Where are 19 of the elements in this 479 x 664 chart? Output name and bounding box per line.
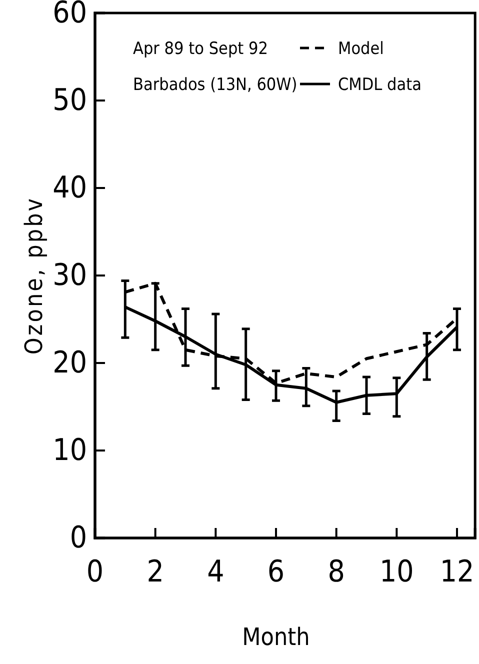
x-tick-label: 8 [328,554,345,590]
y-tick-label: 0 [70,520,87,556]
y-axis-title: Ozone, ppbv [20,196,48,355]
x-tick-label: 2 [146,554,164,590]
legend-label: CMDL data [338,75,422,95]
x-tick-label: 10 [379,554,414,590]
y-tick-label: 60 [52,0,87,31]
x-tick-label: 12 [440,554,474,590]
x-tick-label: 6 [267,554,285,590]
x-axis-title: Month [242,623,310,651]
y-tick-label: 20 [52,346,87,381]
y-tick-label: 10 [52,433,87,468]
y-tick-label: 40 [52,170,87,206]
y-tick-label: 50 [52,83,87,118]
annotation: Barbados (13N, 60W) [133,75,298,95]
y-tick-label: 30 [52,258,87,294]
annotation: Apr 89 to Sept 92 [133,39,268,59]
x-tick-label: 4 [207,554,224,590]
legend-label: Model [338,39,384,59]
